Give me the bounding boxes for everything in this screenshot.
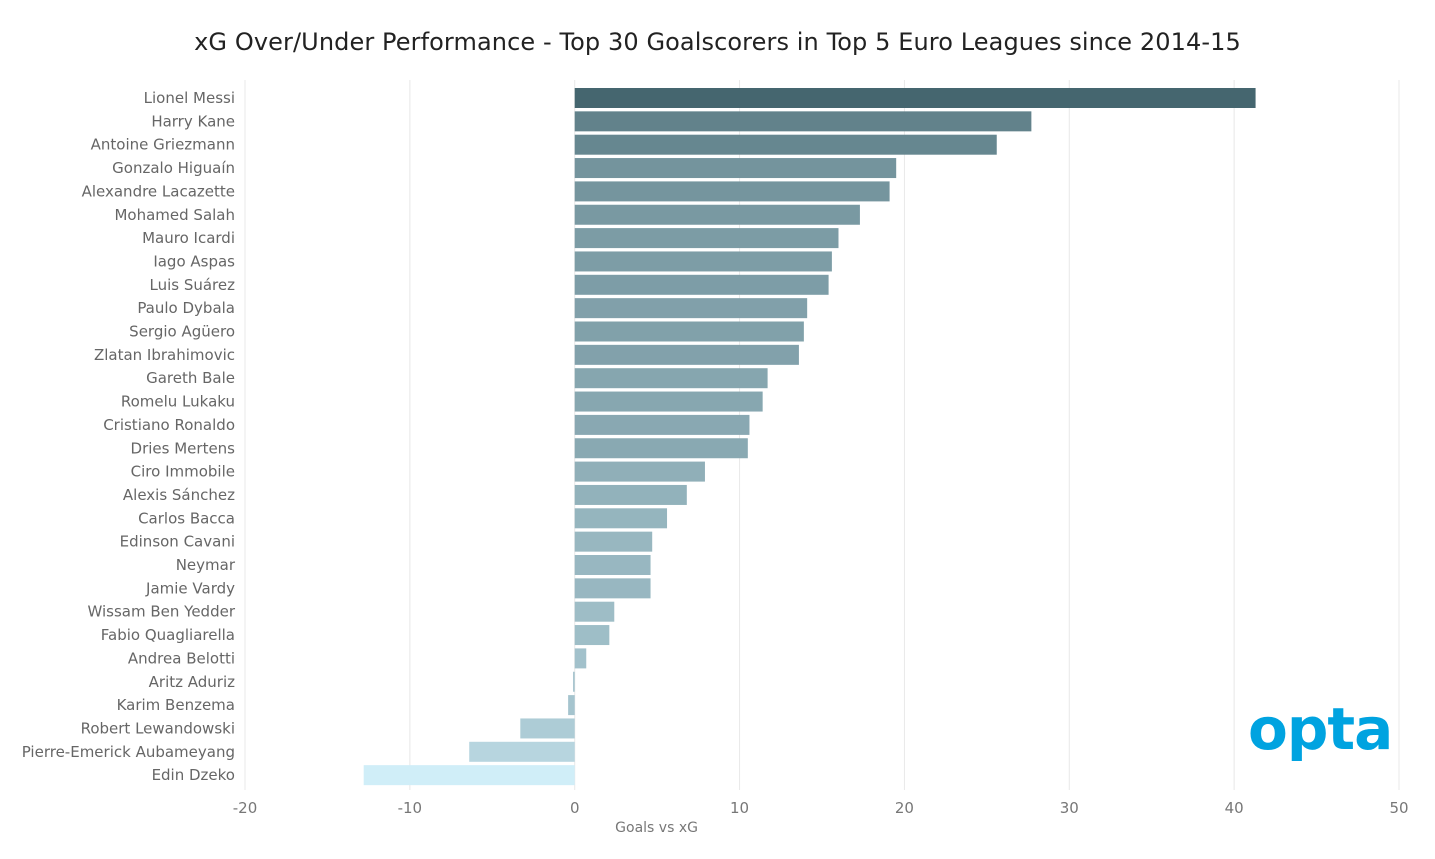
- category-label: Ciro Immobile: [131, 463, 235, 481]
- category-label: Antoine Griezmann: [91, 136, 235, 154]
- bar: [574, 181, 890, 202]
- category-label: Carlos Bacca: [138, 509, 235, 527]
- x-tick-label: 30: [1060, 799, 1079, 817]
- bar: [574, 484, 687, 505]
- x-tick-label: 0: [570, 799, 580, 817]
- bar: [574, 228, 839, 249]
- category-label: Karim Benzema: [117, 696, 235, 714]
- bar: [573, 671, 575, 692]
- bar: [574, 414, 750, 435]
- bar: [574, 601, 615, 622]
- category-label: Dries Mertens: [131, 439, 236, 457]
- category-label: Alexis Sánchez: [123, 486, 235, 504]
- category-label: Edinson Cavani: [120, 533, 235, 551]
- category-label: Cristiano Ronaldo: [103, 416, 235, 434]
- bar: [574, 438, 748, 459]
- bar: [574, 251, 832, 272]
- bar: [574, 531, 653, 552]
- category-label: Wissam Ben Yedder: [87, 603, 235, 621]
- bar: [574, 274, 829, 295]
- category-label: Alexandre Lacazette: [82, 182, 235, 200]
- category-label: Aritz Aduriz: [149, 673, 235, 691]
- x-axis-title: Goals vs xG: [615, 820, 698, 836]
- bar: [568, 695, 575, 716]
- category-label: Neymar: [176, 556, 236, 574]
- x-tick-labels: -20 -10 0 10 20 30 40 50: [233, 799, 1409, 817]
- category-label: Pierre-Emerick Aubameyang: [22, 743, 235, 761]
- category-label: Lionel Messi: [144, 89, 235, 107]
- category-label: Mauro Icardi: [142, 229, 235, 247]
- bar: [363, 765, 575, 786]
- bar: [574, 625, 610, 646]
- category-label: Zlatan Ibrahimovic: [94, 346, 235, 364]
- category-label: Mohamed Salah: [114, 206, 235, 224]
- category-label: Iago Aspas: [153, 252, 235, 270]
- category-label: Romelu Lukaku: [121, 393, 235, 411]
- bar: [574, 111, 1032, 132]
- bar: [574, 648, 587, 669]
- category-label: Paulo Dybala: [137, 299, 235, 317]
- category-label: Harry Kane: [151, 112, 235, 130]
- bar: [574, 88, 1256, 108]
- x-tick-label: 40: [1225, 799, 1244, 817]
- category-label: Edin Dzeko: [152, 766, 235, 784]
- bar: [574, 461, 705, 482]
- category-label: Andrea Belotti: [128, 649, 235, 667]
- x-tick-label: -10: [398, 799, 423, 817]
- bar: [469, 741, 575, 762]
- chart-title: xG Over/Under Performance - Top 30 Goals…: [194, 28, 1241, 56]
- bar: [574, 321, 804, 342]
- category-label: Luis Suárez: [149, 276, 235, 294]
- category-labels: Lionel Messi Harry Kane Antoine Griezmann G…: [22, 89, 236, 784]
- bar: [574, 158, 897, 179]
- x-tick-label: 20: [895, 799, 914, 817]
- category-label: Gareth Bale: [146, 369, 235, 387]
- bar: [520, 718, 575, 739]
- x-tick-label: 10: [730, 799, 749, 817]
- category-label: Robert Lewandowski: [81, 719, 235, 737]
- category-label: Sergio Agüero: [129, 323, 235, 341]
- x-tick-label: 50: [1389, 799, 1408, 817]
- bar: [574, 134, 997, 155]
- category-label: Gonzalo Higuaín: [112, 159, 235, 177]
- bar: [574, 578, 651, 599]
- bar: [574, 368, 768, 389]
- bar: [574, 344, 799, 365]
- category-label: Fabio Quagliarella: [101, 626, 235, 644]
- category-label: Jamie Vardy: [145, 579, 235, 597]
- bar: [574, 555, 651, 575]
- bar: [574, 204, 860, 225]
- x-tick-label: -20: [233, 799, 258, 817]
- bars: [363, 88, 1256, 786]
- bar: [574, 391, 763, 412]
- bar: [574, 508, 668, 529]
- opta-logo: opta: [1248, 695, 1393, 763]
- bar: [574, 298, 808, 319]
